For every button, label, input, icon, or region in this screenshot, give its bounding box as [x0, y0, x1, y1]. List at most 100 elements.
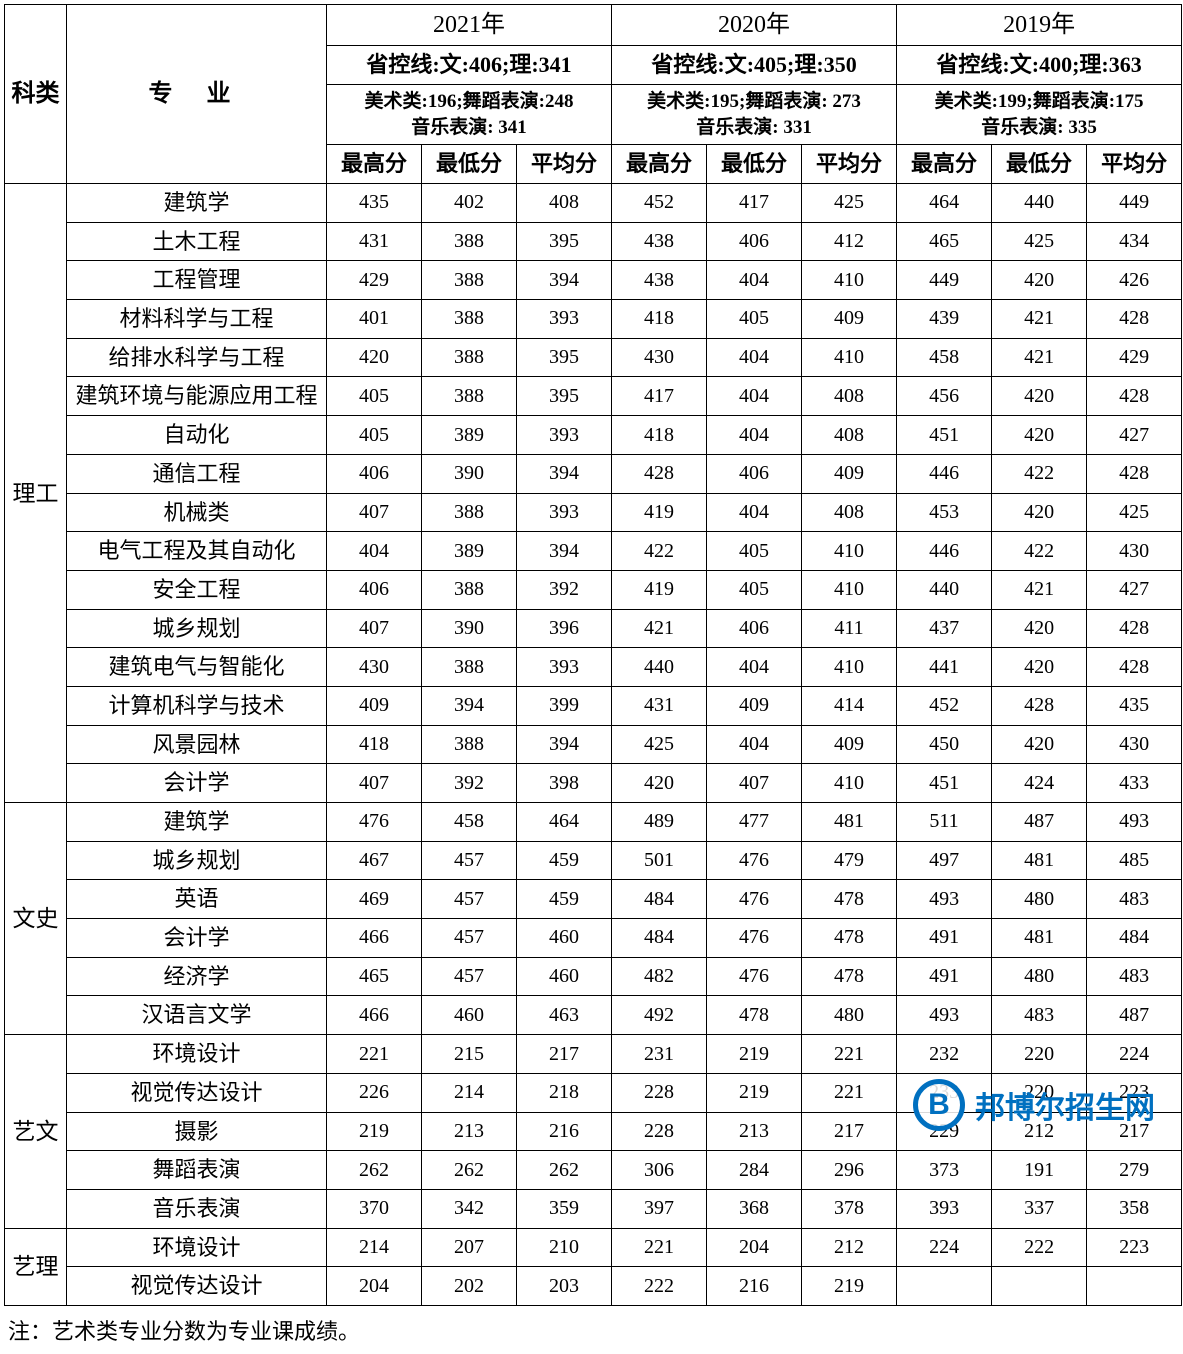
score-cell: 221 — [327, 1035, 422, 1074]
score-cell: 213 — [707, 1112, 802, 1151]
score-cell: 409 — [802, 454, 897, 493]
score-cell: 217 — [802, 1112, 897, 1151]
score-cell: 220 — [992, 1035, 1087, 1074]
score-cell: 392 — [422, 764, 517, 803]
table-row: 通信工程406390394428406409446422428 — [5, 454, 1182, 493]
score-cell: 511 — [897, 803, 992, 842]
score-cell: 221 — [802, 1035, 897, 1074]
score-cell: 406 — [707, 454, 802, 493]
major-cell: 经济学 — [67, 957, 327, 996]
table-row: 机械类407388393419404408453420425 — [5, 493, 1182, 532]
score-cell: 485 — [1087, 841, 1182, 880]
score-cell: 212 — [992, 1112, 1087, 1151]
score-cell: 489 — [612, 803, 707, 842]
score-cell: 204 — [707, 1228, 802, 1267]
score-cell: 217 — [1087, 1112, 1182, 1151]
major-cell: 电气工程及其自动化 — [67, 532, 327, 571]
score-cell: 458 — [897, 338, 992, 377]
score-cell: 219 — [707, 1073, 802, 1112]
score-cell: 388 — [422, 300, 517, 339]
score-cell: 457 — [422, 957, 517, 996]
score-cell: 393 — [517, 493, 612, 532]
score-cell: 213 — [422, 1112, 517, 1151]
table-row: 艺理环境设计214207210221204212224222223 — [5, 1228, 1182, 1267]
score-cell: 394 — [422, 686, 517, 725]
score-cell: 476 — [707, 880, 802, 919]
score-cell: 407 — [707, 764, 802, 803]
score-cell: 220 — [992, 1073, 1087, 1112]
table-body: 理工建筑学435402408452417425464440449土木工程4313… — [5, 184, 1182, 1306]
header-major: 专 业 — [67, 5, 327, 184]
major-cell: 风景园林 — [67, 725, 327, 764]
score-cell: 429 — [1087, 338, 1182, 377]
score-cell: 221 — [802, 1073, 897, 1112]
score-cell: 226 — [327, 1073, 422, 1112]
score-cell: 224 — [897, 1228, 992, 1267]
score-cell: 459 — [517, 880, 612, 919]
score-cell: 460 — [517, 919, 612, 958]
score-cell: 417 — [612, 377, 707, 416]
major-cell: 计算机科学与技术 — [67, 686, 327, 725]
score-cell: 493 — [1087, 803, 1182, 842]
score-cell: 420 — [992, 493, 1087, 532]
score-cell: 441 — [897, 648, 992, 687]
score-cell: 337 — [992, 1189, 1087, 1228]
score-cell: 430 — [327, 648, 422, 687]
table-row: 城乡规划407390396421406411437420428 — [5, 609, 1182, 648]
score-cell: 410 — [802, 648, 897, 687]
score-cell: 483 — [1087, 880, 1182, 919]
score-cell: 438 — [612, 222, 707, 261]
header-ctrl-2020: 省控线:文:405;理:350 — [612, 46, 897, 85]
header-year-2020: 2020年 — [612, 5, 897, 46]
score-cell: 406 — [327, 570, 422, 609]
score-cell: 481 — [992, 841, 1087, 880]
score-cell: 446 — [897, 532, 992, 571]
score-cell: 428 — [1087, 454, 1182, 493]
score-cell: 404 — [707, 493, 802, 532]
header-art-2021: 美术类:196;舞蹈表演:248音乐表演: 341 — [327, 85, 612, 145]
score-cell: 419 — [612, 570, 707, 609]
score-cell: 232 — [897, 1035, 992, 1074]
major-cell: 视觉传达设计 — [67, 1267, 327, 1306]
header-max: 最高分 — [327, 145, 422, 184]
score-cell: 418 — [327, 725, 422, 764]
score-cell: 404 — [707, 648, 802, 687]
header-category: 科类 — [5, 5, 67, 184]
score-cell: 487 — [1087, 996, 1182, 1035]
table-row: 建筑环境与能源应用工程405388395417404408456420428 — [5, 377, 1182, 416]
header-min: 最低分 — [422, 145, 517, 184]
score-cell: 398 — [517, 764, 612, 803]
table-row: 汉语言文学466460463492478480493483487 — [5, 996, 1182, 1035]
score-cell: 439 — [897, 300, 992, 339]
score-cell: 368 — [707, 1189, 802, 1228]
score-cell: 422 — [612, 532, 707, 571]
score-cell: 491 — [897, 957, 992, 996]
score-cell: 420 — [992, 725, 1087, 764]
table-row: 会计学407392398420407410451424433 — [5, 764, 1182, 803]
score-cell: 394 — [517, 454, 612, 493]
score-cell: 214 — [422, 1073, 517, 1112]
major-cell: 环境设计 — [67, 1035, 327, 1074]
score-cell: 428 — [1087, 609, 1182, 648]
score-cell: 480 — [802, 996, 897, 1035]
score-cell: 222 — [992, 1228, 1087, 1267]
table-row: 文史建筑学476458464489477481511487493 — [5, 803, 1182, 842]
score-cell: 359 — [517, 1189, 612, 1228]
score-cell: 210 — [517, 1228, 612, 1267]
footnote: 注：艺术类专业分数为专业课成绩。 — [4, 1306, 1179, 1350]
table-row: 风景园林418388394425404409450420430 — [5, 725, 1182, 764]
score-cell: 476 — [327, 803, 422, 842]
score-cell: 469 — [327, 880, 422, 919]
score-cell: 395 — [517, 338, 612, 377]
score-cell: 425 — [1087, 493, 1182, 532]
score-cell: 219 — [707, 1035, 802, 1074]
score-cell: 388 — [422, 570, 517, 609]
category-cell: 艺理 — [5, 1228, 67, 1305]
table-row: 会计学466457460484476478491481484 — [5, 919, 1182, 958]
score-cell: 393 — [517, 648, 612, 687]
score-cell: 428 — [992, 686, 1087, 725]
score-cell: 404 — [707, 416, 802, 455]
score-cell: 203 — [517, 1267, 612, 1306]
score-cell: 411 — [802, 609, 897, 648]
major-cell: 会计学 — [67, 764, 327, 803]
